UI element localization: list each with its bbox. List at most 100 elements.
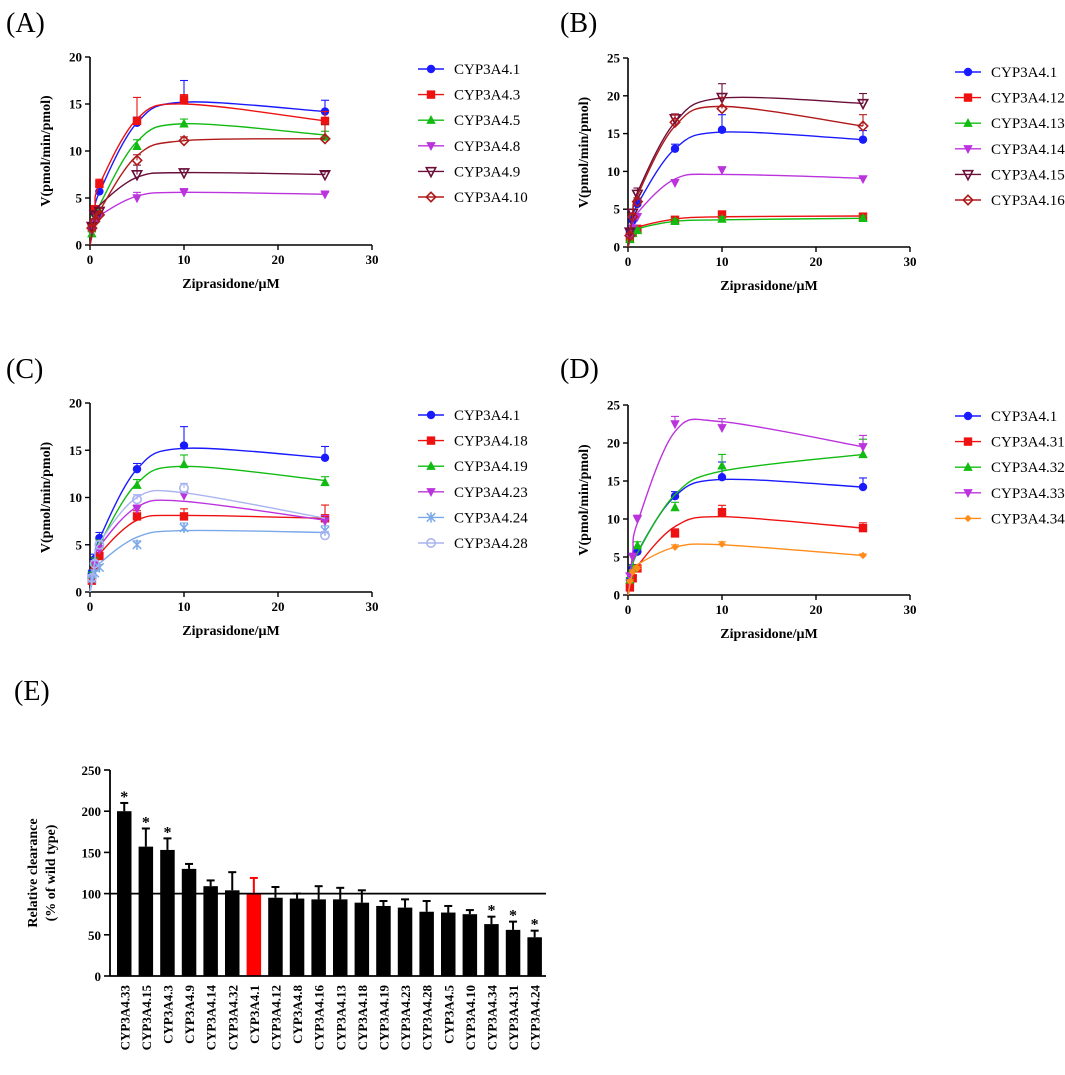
x-tick-label: 10 <box>178 599 191 614</box>
legend-item: CYP3A4.12 <box>955 91 1065 107</box>
data-point <box>858 213 868 222</box>
data-point <box>177 168 191 180</box>
x-tick-label: 20 <box>810 602 823 617</box>
data-point <box>858 523 868 533</box>
legend-item: CYP3A4.32 <box>955 460 1065 476</box>
data-point <box>715 92 729 105</box>
y-tick-label: 15 <box>607 474 621 489</box>
legend-item: CYP3A4.14 <box>955 142 1065 158</box>
data-point <box>132 116 142 126</box>
legend-label: CYP3A4.31 <box>991 435 1065 451</box>
legend-label: CYP3A4.10 <box>454 190 528 206</box>
x-category-label: CYP3A4.13 <box>333 985 348 1051</box>
y-tick-label: 5 <box>614 550 621 565</box>
data-point <box>90 205 99 214</box>
data-point <box>626 210 639 223</box>
x-category-label: CYP3A4.16 <box>312 985 327 1051</box>
data-point <box>859 551 867 560</box>
x-category-label: CYP3A4.24 <box>528 985 543 1051</box>
legend-marker <box>961 169 975 182</box>
fit-curve <box>89 514 326 593</box>
series-CYP3A4.3 <box>87 94 330 246</box>
data-point <box>132 480 142 489</box>
bar <box>203 886 218 976</box>
legend-marker <box>426 461 436 470</box>
data-point <box>132 539 142 550</box>
legend-marker <box>426 64 436 74</box>
data-point <box>632 515 643 525</box>
data-point <box>319 132 331 145</box>
legend-marker <box>426 488 436 497</box>
bar <box>333 899 348 976</box>
y-tick-label: 200 <box>82 804 102 819</box>
legend-label: CYP3A4.14 <box>991 142 1065 158</box>
data-point <box>130 170 144 182</box>
data-point <box>89 558 100 569</box>
data-point <box>132 464 142 474</box>
data-point <box>179 95 189 104</box>
legend-label: CYP3A4.1 <box>991 65 1057 81</box>
data-point <box>320 116 330 126</box>
y-tick-label: 15 <box>607 126 621 141</box>
y-tick-label: 15 <box>69 97 83 112</box>
y-axis-label: V(pmol/min/pmol) <box>577 97 592 209</box>
data-point <box>179 483 190 494</box>
fit-curve <box>89 489 326 593</box>
x-tick-label: 10 <box>716 602 729 617</box>
x-category-label: CYP3A4.9 <box>182 985 197 1044</box>
bar <box>289 898 305 976</box>
significance-marker: * <box>531 917 539 934</box>
fit-curve <box>627 217 864 248</box>
data-point <box>670 420 680 430</box>
series-CYP3A4.9 <box>85 164 332 246</box>
x-tick-label: 30 <box>366 599 379 614</box>
data-point <box>858 482 868 492</box>
data-point <box>633 564 642 573</box>
legend-marker <box>963 462 973 471</box>
bar <box>160 849 175 976</box>
x-tick-label: 30 <box>904 602 917 617</box>
data-point <box>179 118 189 128</box>
legend-item: CYP3A4.34 <box>955 511 1065 527</box>
y-tick-label: 0 <box>76 585 83 600</box>
series-CYP3A4.31 <box>625 504 868 596</box>
significance-marker: * <box>487 903 495 920</box>
x-tick-label: 0 <box>87 599 94 614</box>
legend-marker <box>963 118 973 127</box>
data-point <box>717 213 727 223</box>
x-tick-label: 30 <box>904 254 917 269</box>
x-category-label: CYP3A4.32 <box>225 985 240 1050</box>
panel-b: (B) 0 10 20 30 0 5 10 15 20 25 Ziprasidone/μM V(pmol… <box>560 8 1065 294</box>
y-tick-label: 20 <box>607 436 620 451</box>
data-point <box>629 568 637 576</box>
legend-marker <box>426 115 436 124</box>
data-point <box>132 512 142 521</box>
data-point <box>717 507 727 517</box>
legend-label: CYP3A4.12 <box>991 91 1065 107</box>
y-tick-label: 0 <box>95 969 102 984</box>
data-point <box>320 190 330 200</box>
legend-marker <box>426 90 436 99</box>
legend-label: CYP3A4.34 <box>991 511 1065 527</box>
data-point <box>631 195 644 208</box>
x-tick-label: 0 <box>87 252 94 267</box>
x-category-label: CYP3A4.28 <box>420 985 435 1051</box>
x-category-label: CYP3A4.23 <box>398 985 413 1051</box>
panel-letter: (B) <box>560 8 597 39</box>
bar <box>441 912 456 976</box>
y-tick-label: 20 <box>607 88 620 103</box>
y-tick-label: 250 <box>82 763 102 778</box>
bar <box>397 907 413 976</box>
data-point <box>857 120 869 132</box>
legend-item: CYP3A4.3 <box>418 88 520 104</box>
legend-label: CYP3A4.33 <box>991 486 1065 502</box>
legend-item: CYP3A4.13 <box>955 116 1065 132</box>
legend-marker <box>963 437 973 446</box>
bar <box>354 902 370 976</box>
y-axis-label: V(pmol/min/pmol) <box>577 444 592 556</box>
data-point <box>856 98 870 111</box>
x-axis-label: Ziprasidone/μM <box>182 277 279 292</box>
panel-c: (C) 0 10 20 30 0 5 10 15 20 Ziprasidone/μM V(pmol/m… <box>6 354 528 639</box>
significance-marker: * <box>142 815 150 832</box>
y-tick-label: 100 <box>82 887 102 902</box>
